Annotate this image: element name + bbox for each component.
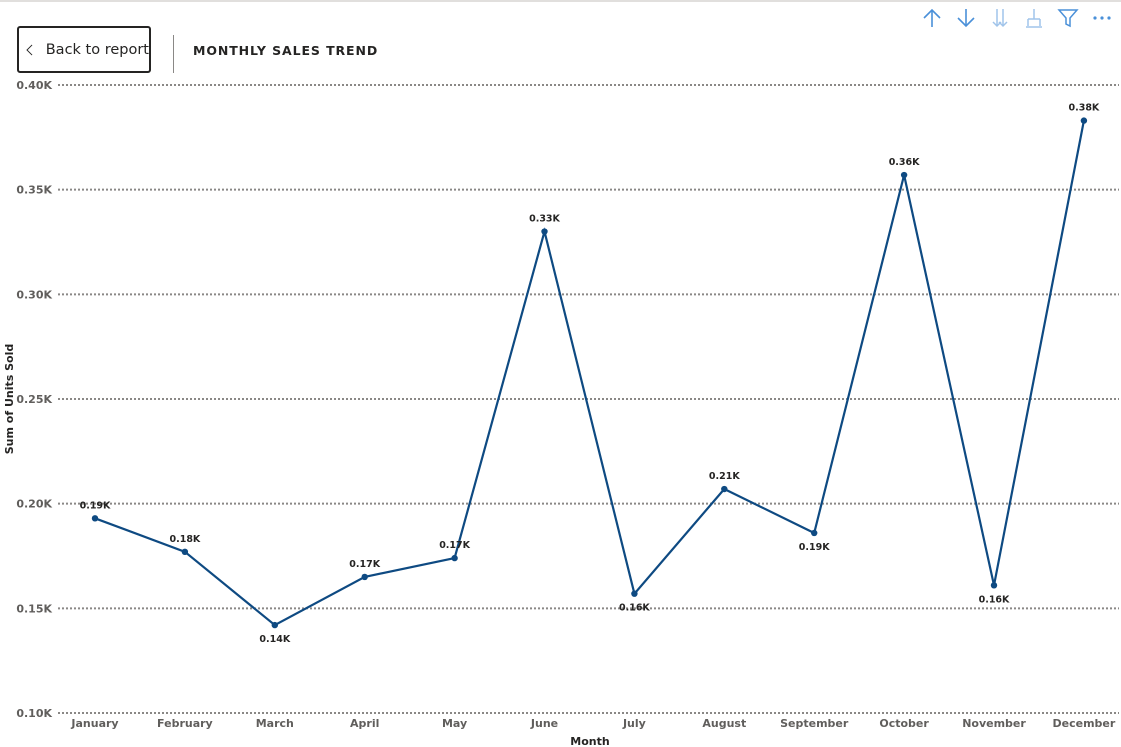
data-point[interactable]: [451, 554, 458, 562]
data-label: 0.19K: [799, 542, 830, 553]
x-tick-label: August: [702, 717, 746, 730]
data-point[interactable]: [900, 171, 908, 179]
y-axis-ticks: 0.10K 0.15K 0.20K 0.25K 0.30K 0.35K 0.40K: [16, 79, 52, 720]
data-point[interactable]: [541, 228, 548, 235]
expand-next-level-button[interactable]: [1021, 6, 1047, 30]
more-options-icon: [1093, 16, 1111, 20]
expand-hierarchy-icon: [1026, 9, 1042, 28]
data-label: 0.17K: [349, 559, 380, 570]
x-tick-label: May: [442, 717, 467, 730]
data-label: 0.19K: [80, 500, 111, 511]
x-tick-label: June: [530, 717, 558, 730]
arrow-up-icon: [923, 8, 941, 27]
double-arrow-down-icon: [992, 9, 1008, 28]
data-point[interactable]: [181, 548, 189, 556]
series-units-sold[interactable]: [91, 117, 1088, 629]
data-label: 0.14K: [259, 634, 290, 645]
data-label: 0.16K: [619, 603, 650, 614]
drill-up-button[interactable]: [919, 6, 945, 30]
data-label: 0.21K: [709, 471, 740, 482]
data-label: 0.17K: [439, 540, 470, 551]
x-tick-label: February: [157, 717, 213, 730]
data-label: 0.33K: [529, 214, 560, 225]
drill-down-button[interactable]: [953, 6, 979, 30]
x-tick-label: April: [350, 717, 379, 730]
data-point[interactable]: [811, 529, 818, 537]
data-point[interactable]: [631, 590, 638, 597]
data-point[interactable]: [990, 582, 998, 589]
line-chart[interactable]: 0.10K 0.15K 0.20K 0.25K 0.30K 0.35K 0.40K Janu…: [0, 70, 1121, 747]
back-to-report-button[interactable]: Back to report: [17, 26, 151, 73]
data-point[interactable]: [721, 485, 728, 493]
data-label: 0.16K: [979, 594, 1010, 605]
go-to-next-level-button[interactable]: [987, 6, 1013, 30]
data-point[interactable]: [271, 621, 278, 629]
filter-icon: [1057, 9, 1079, 28]
y-tick-label: 0.30K: [16, 288, 52, 301]
x-tick-label: November: [962, 717, 1026, 730]
y-tick-label: 0.40K: [16, 79, 52, 92]
arrow-down-icon: [957, 9, 975, 28]
series-line[interactable]: [94, 120, 1085, 627]
data-label: 0.38K: [1068, 103, 1099, 114]
x-tick-label: January: [70, 717, 118, 730]
top-border: [0, 0, 1121, 2]
data-point[interactable]: [361, 573, 368, 581]
more-options-button[interactable]: [1089, 6, 1115, 30]
x-tick-label: December: [1053, 717, 1116, 730]
data-point[interactable]: [91, 515, 99, 522]
gridlines: [58, 84, 1119, 714]
y-tick-label: 0.15K: [16, 602, 52, 615]
data-label: 0.36K: [889, 157, 920, 168]
x-tick-label: September: [780, 717, 849, 730]
x-axis-title: Month: [570, 735, 609, 747]
header-divider: [173, 35, 174, 73]
y-tick-label: 0.35K: [16, 184, 52, 197]
back-to-report-label: Back to report: [45, 41, 149, 58]
x-tick-label: March: [256, 717, 294, 730]
data-point[interactable]: [1080, 117, 1088, 124]
y-tick-label: 0.10K: [16, 707, 52, 720]
y-tick-label: 0.25K: [16, 393, 52, 406]
x-tick-label: July: [622, 717, 646, 730]
y-axis-title: Sum of Units Sold: [3, 344, 16, 455]
visual-toolbar: [911, 6, 1115, 30]
y-tick-label: 0.20K: [16, 498, 52, 511]
filter-button[interactable]: [1055, 6, 1081, 30]
page-title: MONTHLY SALES TREND: [193, 43, 379, 58]
chevron-left-icon: [26, 44, 33, 55]
x-axis-ticks: January February March April May June July Augu…: [70, 717, 1115, 730]
x-tick-label: October: [879, 717, 929, 730]
data-label: 0.18K: [169, 534, 200, 545]
data-labels: 0.19K 0.18K 0.14K 0.17K 0.17K 0.33K 0.16K 0.21K…: [80, 103, 1100, 645]
